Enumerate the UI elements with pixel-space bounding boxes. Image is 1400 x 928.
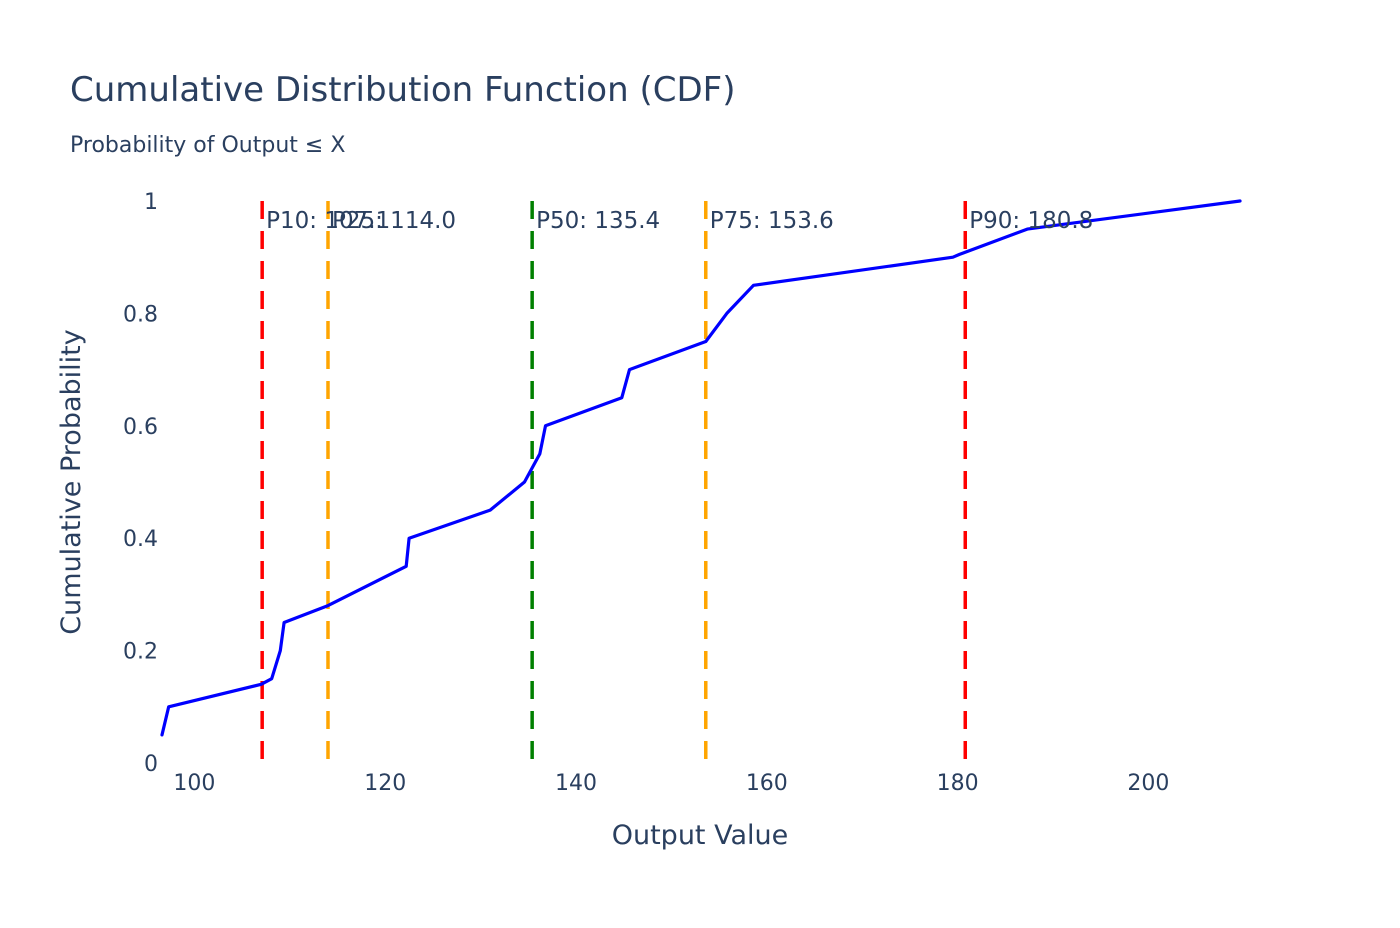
y-tick-label: 0.4 <box>123 527 158 552</box>
x-tick-label: 200 <box>1127 771 1169 796</box>
reference-label-1: P25: 114.0 <box>332 208 456 234</box>
chart-title: Cumulative Distribution Function (CDF) <box>70 70 735 110</box>
y-axis-title: Cumulative Probability <box>56 329 87 634</box>
x-tick-label: 120 <box>364 771 406 796</box>
x-tick-label: 180 <box>937 771 979 796</box>
y-tick-label: 0 <box>144 752 158 777</box>
reference-label-2: P50: 135.4 <box>536 208 660 234</box>
x-tick-label: 100 <box>173 771 215 796</box>
reference-lines <box>260 201 968 763</box>
series-layer <box>160 199 1242 737</box>
reference-label-0: P10: 107.1 <box>266 208 390 234</box>
x-axis-title: Output Value <box>612 820 789 851</box>
y-tick-label: 1 <box>144 190 158 215</box>
y-tick-label: 0.6 <box>123 415 158 440</box>
x-tick-label: 140 <box>555 771 597 796</box>
reference-label-4: P90: 180.8 <box>969 208 1093 234</box>
series-line-0 <box>160 199 1242 737</box>
x-tick-label: 160 <box>746 771 788 796</box>
reference-label-3: P75: 153.6 <box>710 208 834 234</box>
y-tick-label: 0.2 <box>123 640 158 665</box>
y-axis-ticks: 0 0.2 0.4 0.6 0.8 1 <box>123 190 158 777</box>
chart-subtitle: Probability of Output ≤ X <box>70 133 345 158</box>
y-tick-label: 0.8 <box>123 302 158 327</box>
x-axis-ticks: 100 120 140 160 180 200 <box>173 771 1169 796</box>
